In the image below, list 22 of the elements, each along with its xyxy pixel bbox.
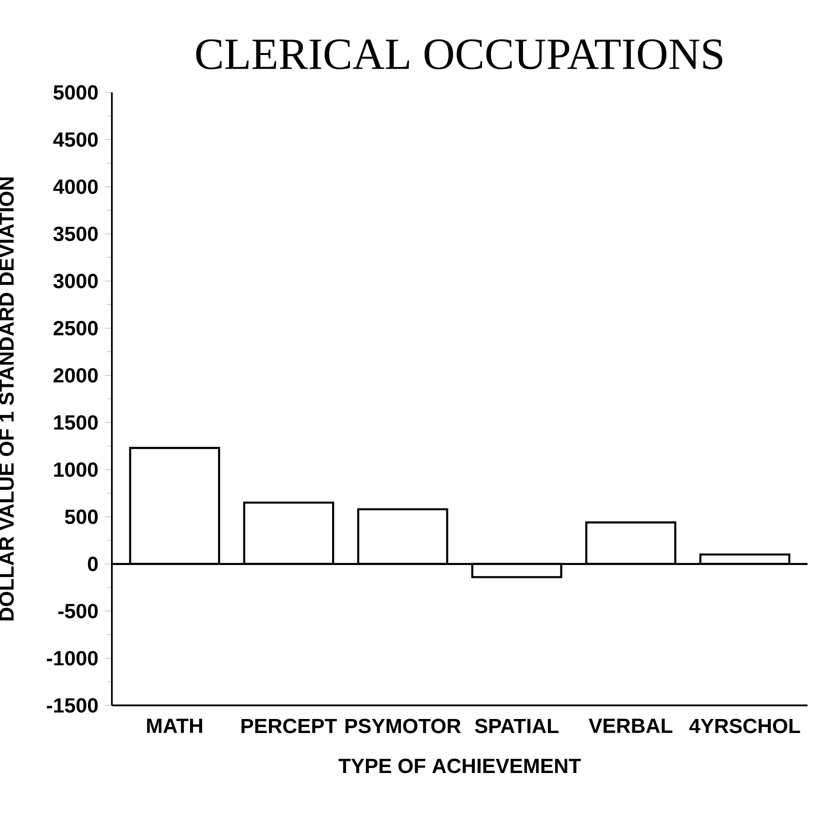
x-tick-label: MATH: [147, 718, 202, 733]
x-tick-label: 4YRSCHOL: [689, 718, 800, 734]
y-tick-label: -1000: [46, 650, 98, 666]
x-tick-label: PERCEPT: [242, 718, 337, 734]
y-tick-label: -1500: [46, 698, 98, 713]
x-tick-label: SPATIAL: [474, 718, 558, 734]
chart-title: CLERICAL OCCUPATIONS: [196, 39, 722, 70]
x-tick-label: VERBAL: [588, 718, 672, 733]
x-axis-title: TYPE OF ACHIEVEMENT: [338, 758, 581, 774]
y-tick-label: 3000: [53, 274, 98, 288]
x-tick-label: PSYMOTOR: [346, 718, 461, 734]
y-tick-label: 4000: [53, 179, 98, 194]
y-tick-label: 3500: [53, 226, 98, 242]
y-tick-label: 0: [88, 556, 98, 572]
y-tick-label: 500: [64, 509, 98, 524]
y-tick-label: 2000: [54, 368, 98, 382]
y-tick-label: 4500: [53, 132, 98, 147]
y-tick-label: 2500: [54, 320, 98, 336]
y-tick-label: -500: [58, 604, 98, 618]
y-tick-label: 5000: [54, 85, 98, 100]
y-tick-label: 1500: [54, 415, 98, 430]
y-tick-label: 1000: [54, 462, 98, 477]
